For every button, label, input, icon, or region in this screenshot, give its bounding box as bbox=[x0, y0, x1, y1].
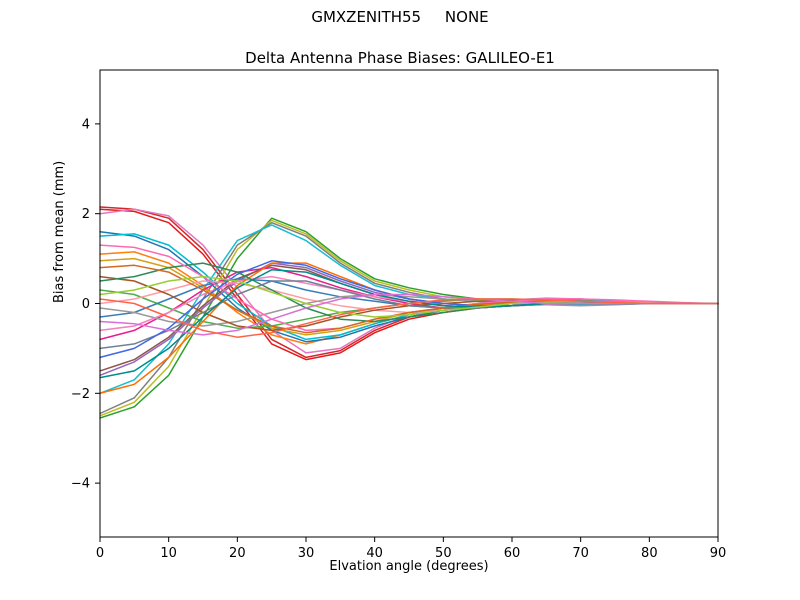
y-tick-label: −2 bbox=[71, 387, 90, 402]
y-tick-label: −4 bbox=[71, 477, 90, 492]
x-tick-label: 80 bbox=[641, 546, 658, 561]
chart-line-series-15 bbox=[99, 289, 719, 329]
chart-title: GMXZENITH55 NONE bbox=[311, 8, 489, 26]
x-tick-label: 30 bbox=[298, 546, 315, 561]
chart-line-series-30 bbox=[99, 298, 719, 338]
chart-line-series-08 bbox=[99, 251, 719, 345]
chart-line-series-18 bbox=[99, 293, 719, 327]
plot-lines bbox=[99, 206, 719, 419]
chart-line-series-29 bbox=[99, 293, 719, 336]
x-tick-label: 90 bbox=[710, 546, 727, 561]
x-tick-label: 20 bbox=[229, 546, 246, 561]
chart-line-series-27 bbox=[99, 269, 719, 379]
y-tick-label: 2 bbox=[82, 207, 90, 222]
x-tick-label: 0 bbox=[96, 546, 104, 561]
x-tick-label: 40 bbox=[366, 546, 383, 561]
y-tick-label: 4 bbox=[82, 117, 90, 132]
x-axis-label: Elvation angle (degrees) bbox=[329, 559, 489, 574]
x-tick-label: 70 bbox=[572, 546, 589, 561]
chart-subtitle: Delta Antenna Phase Biases: GALILEO-E1 bbox=[245, 49, 555, 67]
x-tick-label: 60 bbox=[504, 546, 521, 561]
x-tick-label: 10 bbox=[160, 546, 177, 561]
chart-line-series-25 bbox=[99, 260, 719, 359]
chart-line-series-10 bbox=[99, 233, 719, 341]
chart-line-series-07 bbox=[99, 224, 719, 395]
y-tick-label: 0 bbox=[82, 297, 90, 312]
x-tick-label: 50 bbox=[435, 546, 452, 561]
chart-line-series-21 bbox=[99, 262, 719, 395]
